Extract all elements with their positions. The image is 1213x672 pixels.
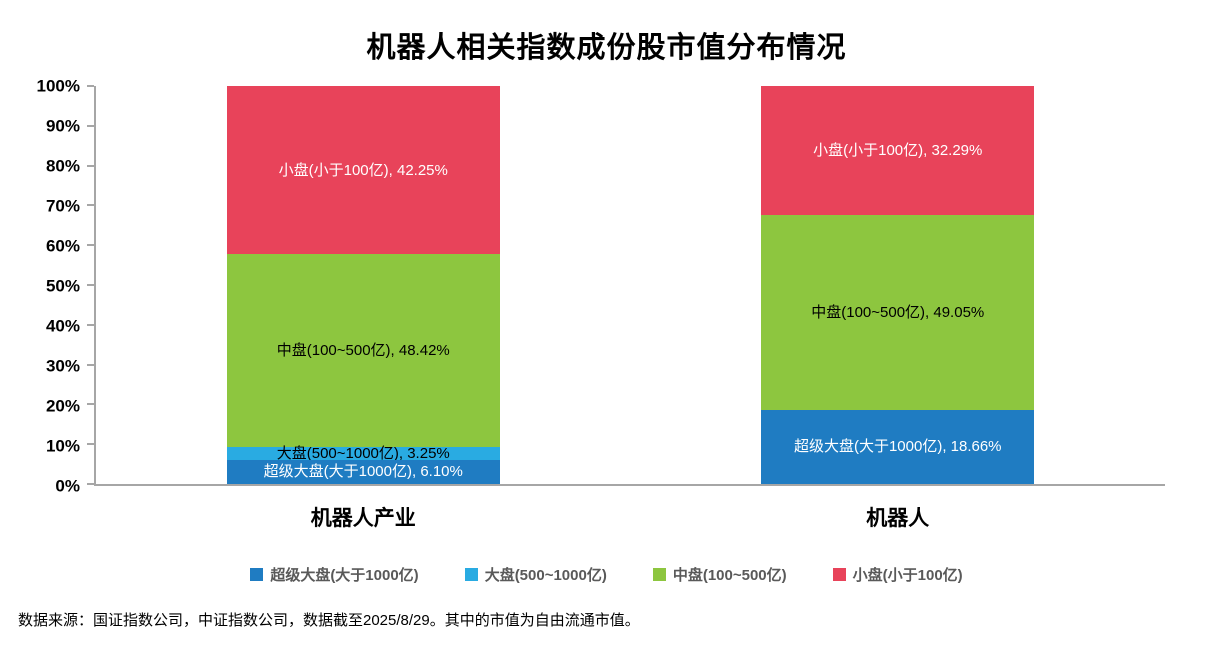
legend-item: 中盘(100~500亿) [652, 564, 787, 585]
legend: 超级大盘(大于1000亿) 大盘(500~1000亿) 中盘(100~500亿) 小盘… [0, 564, 1213, 585]
y-tick-label: 90% [45, 116, 80, 136]
y-tick-label: 20% [45, 396, 80, 416]
y-tick-label: 10% [45, 436, 80, 456]
y-tick-mark [87, 204, 94, 207]
x-axis-label-1: 机器人产业 [310, 507, 416, 530]
legend-label: 小盘(小于100亿) [852, 567, 963, 584]
y-tick-mark [87, 284, 94, 286]
y-tick-mark [87, 323, 94, 326]
y-tick-mark [87, 483, 94, 485]
y-tick-label: 40% [45, 316, 80, 336]
y-tick-mark [87, 124, 94, 127]
legend-label: 中盘(100~500亿) [672, 567, 787, 584]
bar-segment: 大盘(500~1000亿), 3.25% [226, 446, 500, 461]
bar-segment: 中盘(100~500亿), 49.05% [761, 214, 1035, 410]
legend-item: 大盘(500~1000亿) [464, 564, 607, 585]
y-tick-label: 60% [45, 236, 80, 256]
y-tick-label: 50% [45, 276, 80, 296]
y-tick-label: 100% [36, 76, 80, 96]
stacked-bar: 超级大盘(大于1000亿), 18.66% 中盘(100~500亿), 49.05… [761, 86, 1035, 484]
legend-item: 小盘(小于100亿) [832, 564, 963, 585]
legend-swatch-icon [652, 568, 666, 581]
bar-segment: 中盘(100~500亿), 48.42% [226, 254, 500, 447]
y-tick-label: 70% [45, 196, 80, 216]
bar-segment: 小盘(小于100亿), 42.25% [226, 86, 500, 255]
y-tick-mark [87, 164, 94, 167]
y-tick-mark [87, 85, 94, 87]
plot-area: 超级大盘(大于1000亿), 6.10% 大盘(500~1000亿), 3.25%… [87, 85, 1166, 486]
bar-segment: 超级大盘(大于1000亿), 18.66% [761, 409, 1035, 484]
source-note: 数据来源：国证指数公司，中证指数公司，数据截至2025/8/29。其中的市值为自… [18, 612, 640, 629]
legend-item: 超级大盘(大于1000亿) [250, 564, 419, 585]
bar-column-1: 超级大盘(大于1000亿), 6.10% 大盘(500~1000亿), 3.25%… [96, 86, 631, 484]
legend-swatch-icon [250, 568, 264, 581]
y-tick-label: 0% [55, 476, 80, 496]
bar-segment: 小盘(小于100亿), 32.29% [761, 86, 1035, 215]
bar-segment: 超级大盘(大于1000亿), 6.10% [226, 459, 500, 484]
legend-swatch-icon [464, 568, 478, 581]
y-tick-mark [87, 363, 94, 366]
y-tick-mark [87, 403, 94, 406]
legend-label: 超级大盘(大于1000亿) [270, 567, 419, 584]
bar-column-2: 超级大盘(大于1000亿), 18.66% 中盘(100~500亿), 49.05… [631, 86, 1166, 484]
chart-title: 机器人相关指数成份股市值分布情况 [366, 32, 847, 64]
legend-swatch-icon [832, 568, 846, 581]
y-tick-mark [87, 244, 94, 247]
y-axis: 0% 10% 20% 30% 40% 50% 60% 70% 80% 90% 100% [18, 78, 94, 495]
y-tick-label: 30% [45, 356, 80, 376]
stacked-bar: 超级大盘(大于1000亿), 6.10% 大盘(500~1000亿), 3.25%… [226, 86, 500, 484]
y-tick-label: 80% [45, 156, 80, 176]
y-tick-mark [87, 443, 94, 446]
x-axis-label-2: 机器人 [866, 507, 930, 530]
legend-label: 大盘(500~1000亿) [484, 567, 607, 584]
chart: 0% 10% 20% 30% 40% 50% 60% 70% 80% 90% 100% 超级大盘(大… [18, 78, 1166, 495]
x-axis-labels: 机器人产业 机器人 [96, 502, 1165, 532]
